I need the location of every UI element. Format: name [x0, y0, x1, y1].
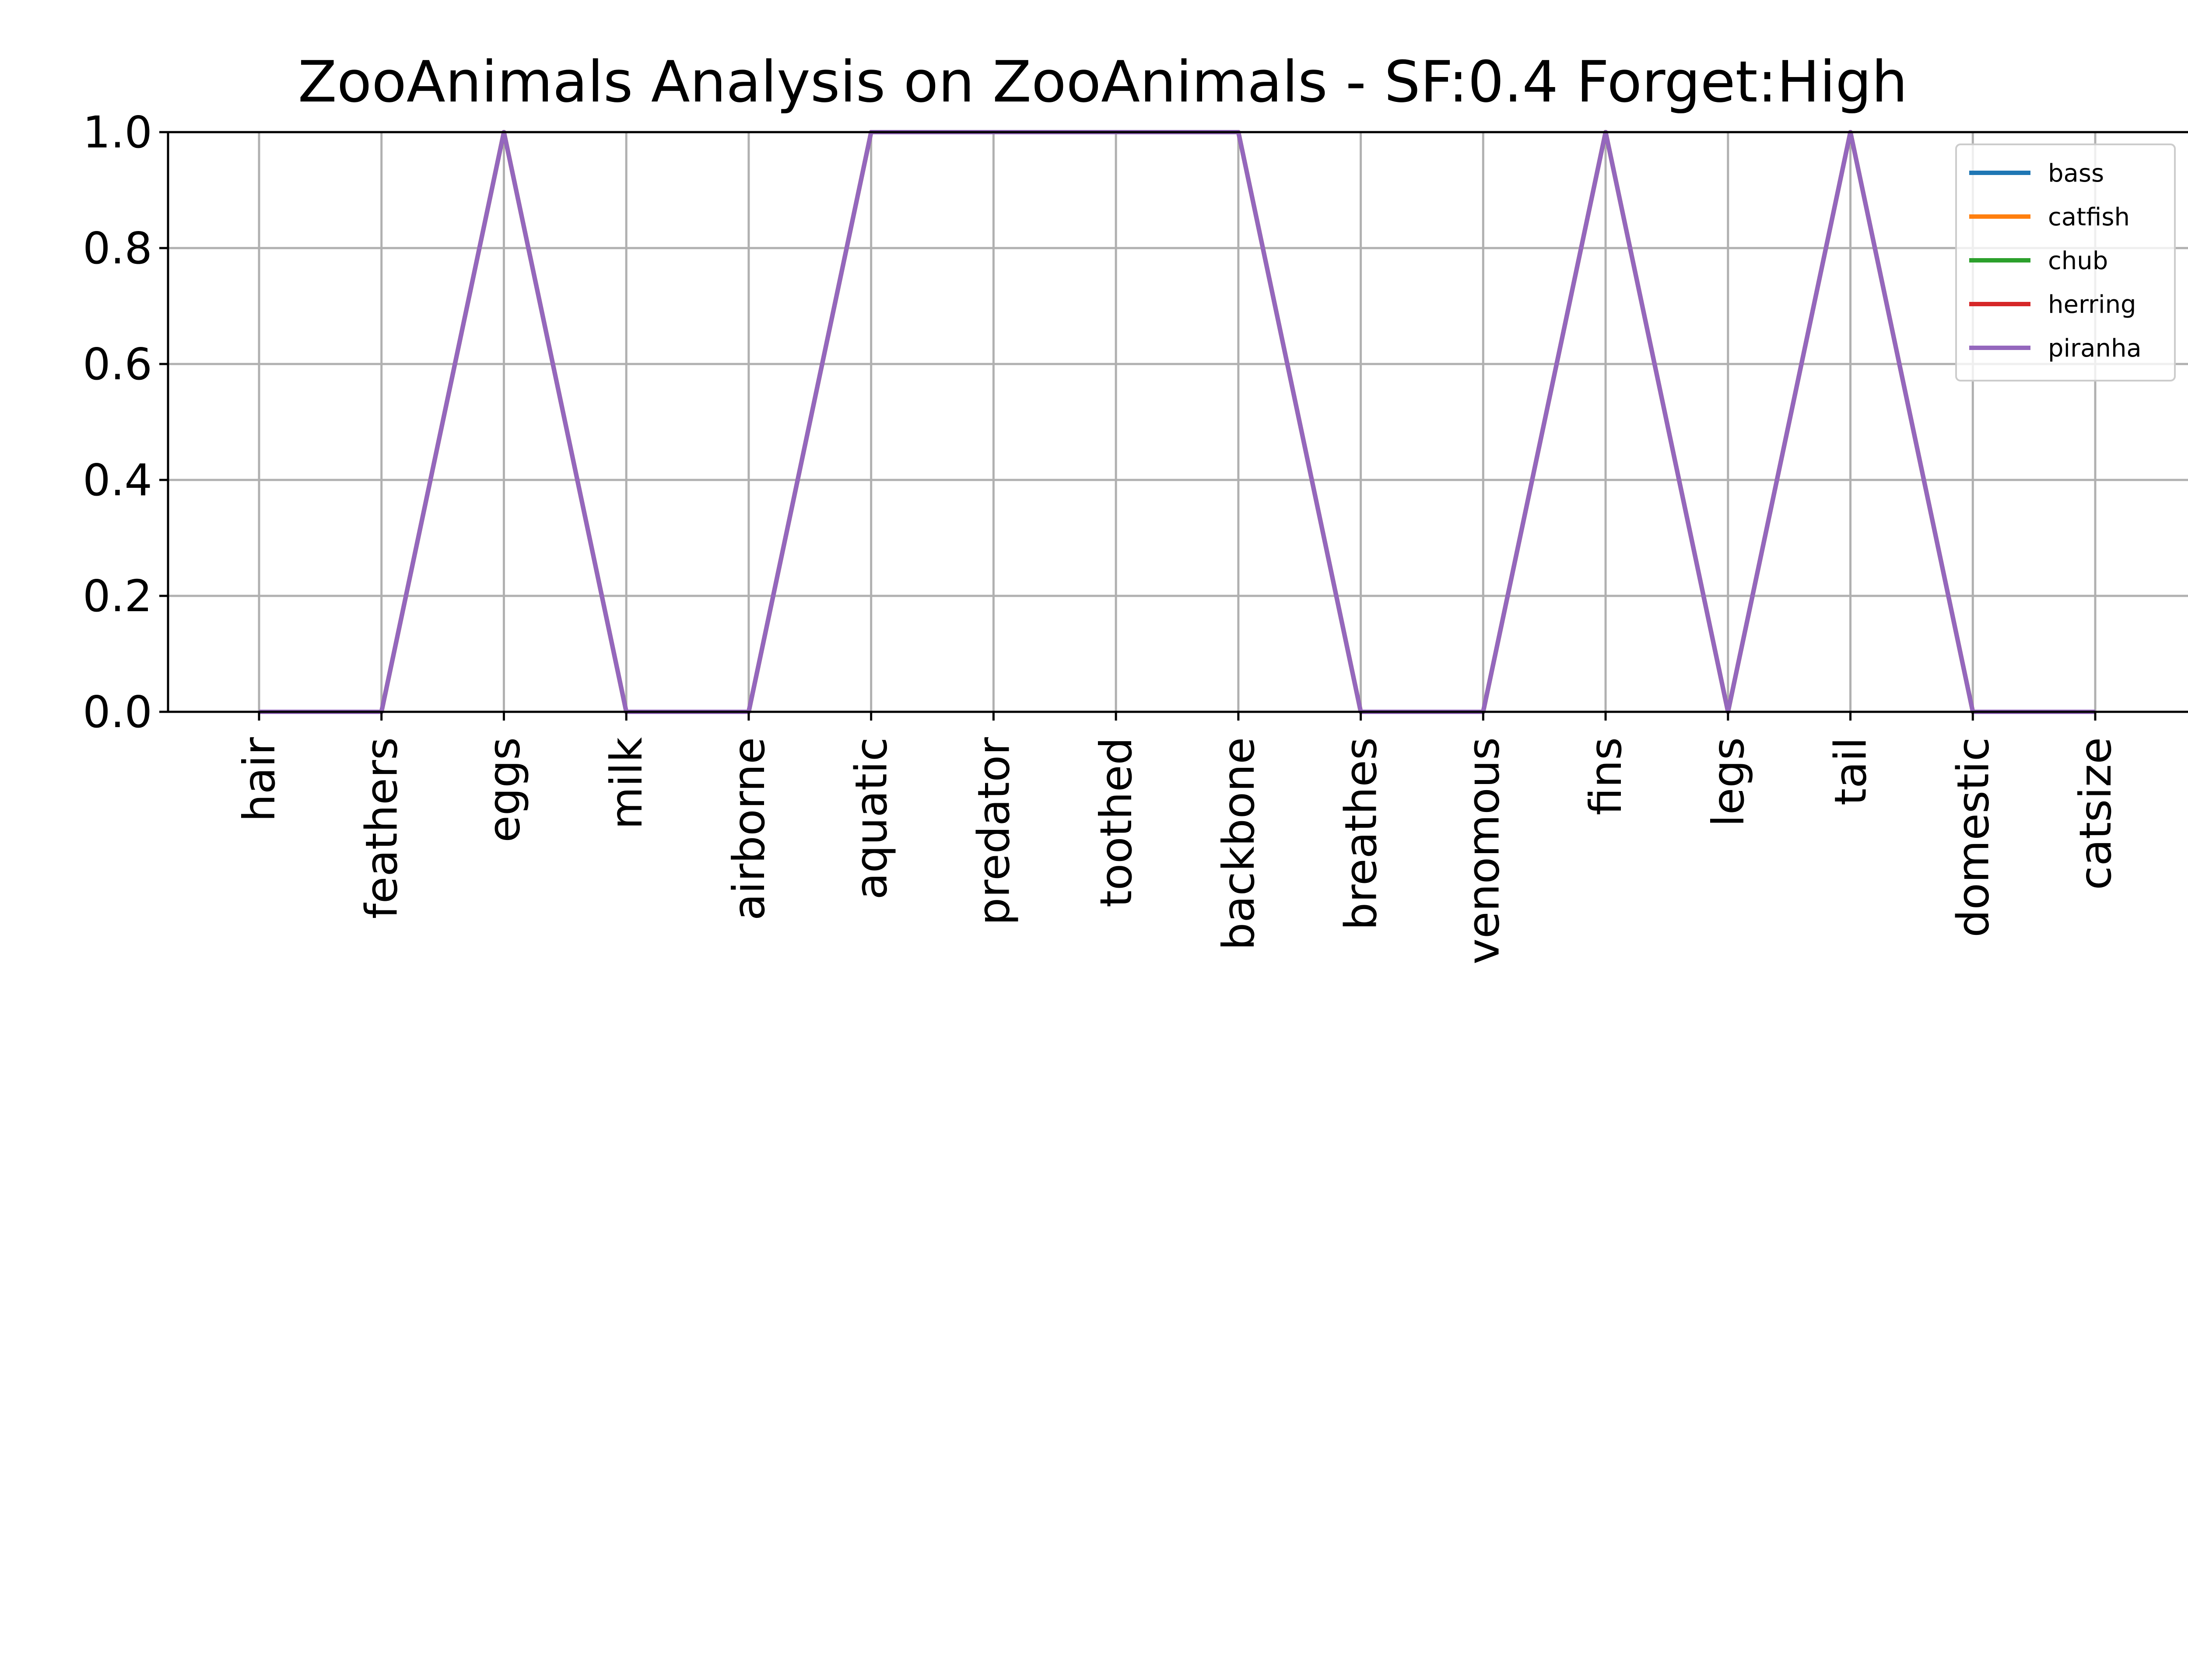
- y-axis: 0.0 0.2 0.4 0.6 0.8 1.0: [83, 107, 168, 738]
- legend-label-bass: bass: [2048, 159, 2104, 188]
- legend-label-chub: chub: [2048, 247, 2108, 275]
- x-tick-label: fins: [1580, 737, 1631, 815]
- legend-label-catfish: catfish: [2048, 203, 2130, 231]
- x-tick-label: legs: [1703, 737, 1754, 827]
- x-tick-label: feathers: [356, 737, 407, 919]
- legend-label-piranha: piranha: [2048, 334, 2142, 363]
- x-tick-label: toothed: [1090, 737, 1142, 907]
- x-tick-label: catsize: [2070, 737, 2121, 890]
- plot-frame: [167, 131, 2188, 713]
- y-tick-label: 0.8: [83, 223, 152, 274]
- legend: bass catfish chub herring piranha: [1955, 144, 2176, 382]
- x-axis: hair feathers eggs milk airborne aquatic preda…: [234, 712, 2121, 964]
- x-tick-label: milk: [601, 737, 652, 830]
- x-tick-label: tail: [1825, 737, 1876, 805]
- series-line-herring: [259, 130, 2095, 714]
- series-line-catfish: [259, 130, 2095, 714]
- y-tick-label: 1.0: [83, 107, 152, 158]
- chart-title: ZooAnimals Analysis on ZooAnimals - SF:0…: [298, 49, 1907, 115]
- series-line-chub: [259, 130, 2095, 714]
- series-lines: [259, 130, 2095, 714]
- x-tick-label: backbone: [1213, 737, 1264, 950]
- x-tick-label: hair: [234, 737, 285, 822]
- x-tick-label: aquatic: [846, 737, 897, 900]
- grid: [168, 131, 2188, 713]
- x-tick-label: domestic: [1947, 737, 1999, 938]
- y-tick-label: 0.2: [83, 570, 152, 622]
- series-line-piranha: [259, 130, 2095, 714]
- x-tick-label: breathes: [1336, 737, 1387, 930]
- y-tick-label: 0.4: [83, 455, 152, 506]
- y-tick-label: 0.0: [83, 686, 152, 738]
- x-tick-label: predator: [968, 737, 1019, 925]
- x-tick-label: airborne: [723, 737, 775, 920]
- y-tick-label: 0.6: [83, 339, 152, 390]
- legend-label-herring: herring: [2048, 290, 2136, 319]
- legend-box: [1955, 144, 2176, 382]
- series-line-bass: [259, 130, 2095, 714]
- x-tick-label: venomous: [1458, 737, 1509, 964]
- x-tick-label: eggs: [478, 737, 529, 843]
